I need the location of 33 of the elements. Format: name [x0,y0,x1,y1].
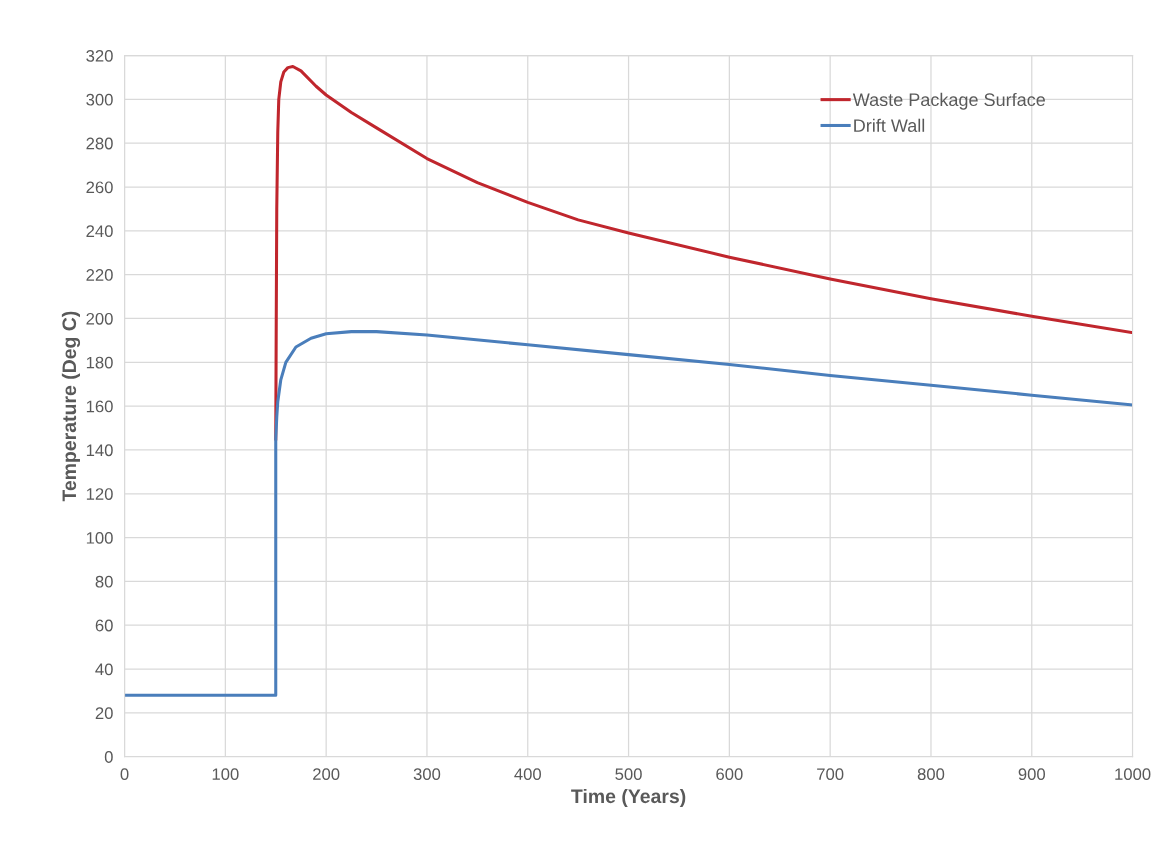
line-series [124,330,1133,697]
x-tick-label: 400 [514,768,542,781]
x-tick-label: 200 [313,768,340,781]
legend-label: Waste Package Surface [852,92,1045,110]
y-tick-label: 140 [86,444,113,457]
y-tick-label: 220 [86,269,113,281]
y-tick-label: 80 [95,575,113,588]
y-tick-label: 0 [104,751,113,763]
y-tick-label: 280 [86,137,113,150]
x-tick-label: 300 [413,768,441,781]
y-tick-label: 20 [95,707,113,720]
x-tick-label: 1000 [1115,768,1151,781]
y-tick-label: 320 [86,49,113,62]
x-tick-label: 600 [716,768,743,781]
y-tick-label: 240 [86,225,113,238]
y-axis-title: Temperature (Deg C) [61,311,81,502]
x-tick-label: 100 [212,768,239,781]
x-tick-label: 800 [917,768,945,781]
x-tick-label: 900 [1018,768,1046,781]
y-tick-label: 180 [86,356,113,369]
x-tick-label: 0 [120,768,129,781]
y-tick-label: 100 [86,531,113,544]
y-tick-label: 300 [86,93,113,106]
x-tick-label: 700 [817,768,844,781]
y-tick-label: 60 [95,619,113,632]
y-tick-label: 40 [95,663,113,676]
x-axis-title: Time (Years) [571,788,686,807]
y-tick-label: 120 [86,488,113,500]
legend-label: Drift Wall [854,118,925,132]
x-tick-label: 500 [615,768,642,781]
y-tick-label: 200 [86,312,113,325]
y-tick-label: 260 [86,181,113,194]
y-tick-label: 160 [86,400,113,413]
